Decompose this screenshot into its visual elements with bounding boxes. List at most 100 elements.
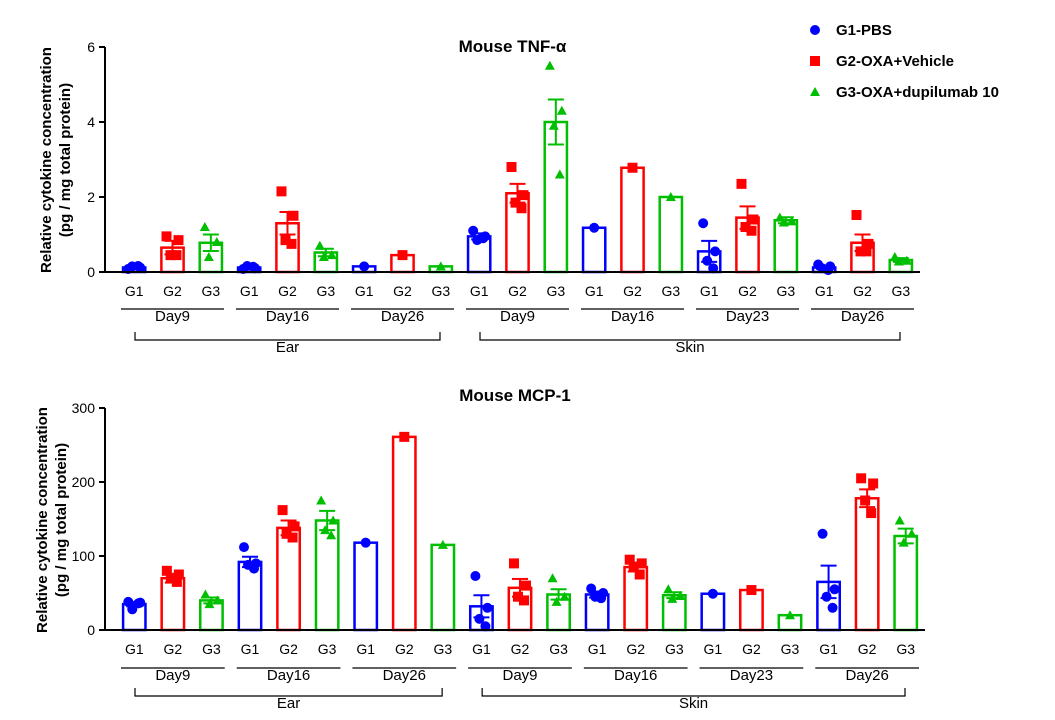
data-point: [289, 521, 300, 532]
bar: [658, 195, 684, 274]
day-label: Day16: [614, 667, 657, 684]
data-point: [480, 621, 491, 632]
data-point: [829, 584, 840, 595]
data-point: [823, 265, 834, 276]
data-point: [748, 214, 759, 225]
legend-marker-g2: [810, 56, 820, 66]
bar: [314, 519, 340, 632]
data-point: [624, 554, 635, 565]
day-label: Day9: [500, 308, 535, 325]
data-point: [133, 261, 144, 271]
data-point: [359, 261, 370, 272]
data-point: [281, 528, 292, 539]
data-point: [326, 250, 337, 260]
data-point: [249, 563, 259, 574]
data-point: [437, 539, 448, 549]
x-category-label: G1: [700, 283, 719, 299]
data-point: [470, 570, 481, 581]
data-point: [328, 515, 339, 525]
data-point: [518, 190, 529, 201]
x-category-label: G1: [472, 641, 491, 657]
data-point: [746, 585, 757, 596]
tissue-label: Ear: [276, 339, 299, 356]
x-category-label: G1: [470, 283, 489, 299]
x-category-label: G2: [164, 641, 183, 657]
data-point: [627, 162, 638, 173]
x-category-label: G2: [853, 283, 872, 299]
day-label: Day26: [381, 308, 424, 325]
data-point: [212, 595, 223, 605]
data-point: [211, 237, 222, 246]
x-category-label: G3: [891, 283, 910, 299]
bar: [893, 534, 919, 632]
data-point: [287, 532, 298, 543]
chart-panel-1: Mouse TNF-α Relative cytokine concentrati…: [38, 37, 920, 356]
x-category-label: G2: [626, 641, 645, 657]
x-category-label: G3: [546, 283, 565, 299]
data-point: [360, 537, 371, 548]
data-point: [817, 528, 828, 539]
data-point: [906, 528, 917, 538]
x-category-label: G2: [163, 283, 182, 299]
day-label: Day9: [155, 667, 190, 684]
y-axis-label-line-2: (pg / mg total protein): [57, 83, 74, 237]
x-category-label: G2: [511, 641, 530, 657]
x-category-label: G3: [781, 641, 800, 657]
data-point: [277, 505, 288, 516]
y-tick-label: 4: [87, 114, 95, 130]
data-point: [547, 573, 558, 583]
tissue-label: Ear: [277, 695, 300, 712]
data-point: [665, 192, 676, 201]
data-point: [675, 590, 686, 600]
data-point: [161, 565, 172, 576]
x-category-label: G1: [125, 283, 144, 299]
data-point: [786, 216, 797, 226]
data-point: [474, 613, 485, 624]
x-category-label: G3: [896, 641, 915, 657]
bar: [391, 435, 417, 632]
data-point: [399, 431, 410, 442]
bar: [276, 526, 302, 632]
data-point: [707, 588, 718, 599]
legend: G1-PBS G2-OXA+Vehicle G3-OXA+dupilumab 1…: [810, 22, 999, 101]
data-point: [889, 252, 900, 261]
data-point: [544, 60, 555, 70]
x-category-label: G1: [819, 641, 838, 657]
data-point: [204, 599, 215, 609]
x-category-label: G3: [201, 283, 220, 299]
tissue-label: Skin: [679, 695, 708, 712]
y-tick-label: 200: [72, 474, 96, 490]
data-point: [173, 235, 184, 246]
data-point: [521, 580, 531, 591]
data-point: [559, 591, 570, 601]
y-axis-label: Relative cytokine concentration (pg / mg …: [34, 407, 70, 633]
chart-title: Mouse TNF-α: [459, 37, 567, 56]
day-label: Day9: [155, 308, 190, 325]
data-point: [710, 246, 721, 257]
data-point: [509, 558, 519, 569]
x-category-label: G2: [395, 641, 414, 657]
x-category-label: G1: [241, 641, 260, 657]
y-axis-label: Relative cytokine concentration (pg / mg …: [38, 47, 74, 273]
data-point: [898, 537, 909, 547]
bar: [353, 541, 379, 632]
data-point: [516, 203, 527, 214]
x-category-label: G3: [665, 641, 684, 657]
bar: [738, 588, 764, 632]
tissue-bracket: [479, 332, 901, 341]
data-point: [161, 231, 172, 242]
data-point: [280, 235, 291, 246]
x-category-label: G2: [738, 283, 757, 299]
data-point: [596, 593, 607, 604]
x-category-label: G2: [393, 283, 412, 299]
data-point: [248, 261, 259, 272]
data-point: [482, 602, 493, 613]
x-category-label: G2: [623, 283, 642, 299]
data-point: [199, 222, 210, 231]
data-point: [893, 256, 904, 266]
x-category-label: G1: [704, 641, 723, 657]
bar: [700, 592, 726, 632]
data-point: [133, 598, 144, 609]
x-category-label: G3: [318, 641, 337, 657]
data-point: [165, 573, 176, 584]
